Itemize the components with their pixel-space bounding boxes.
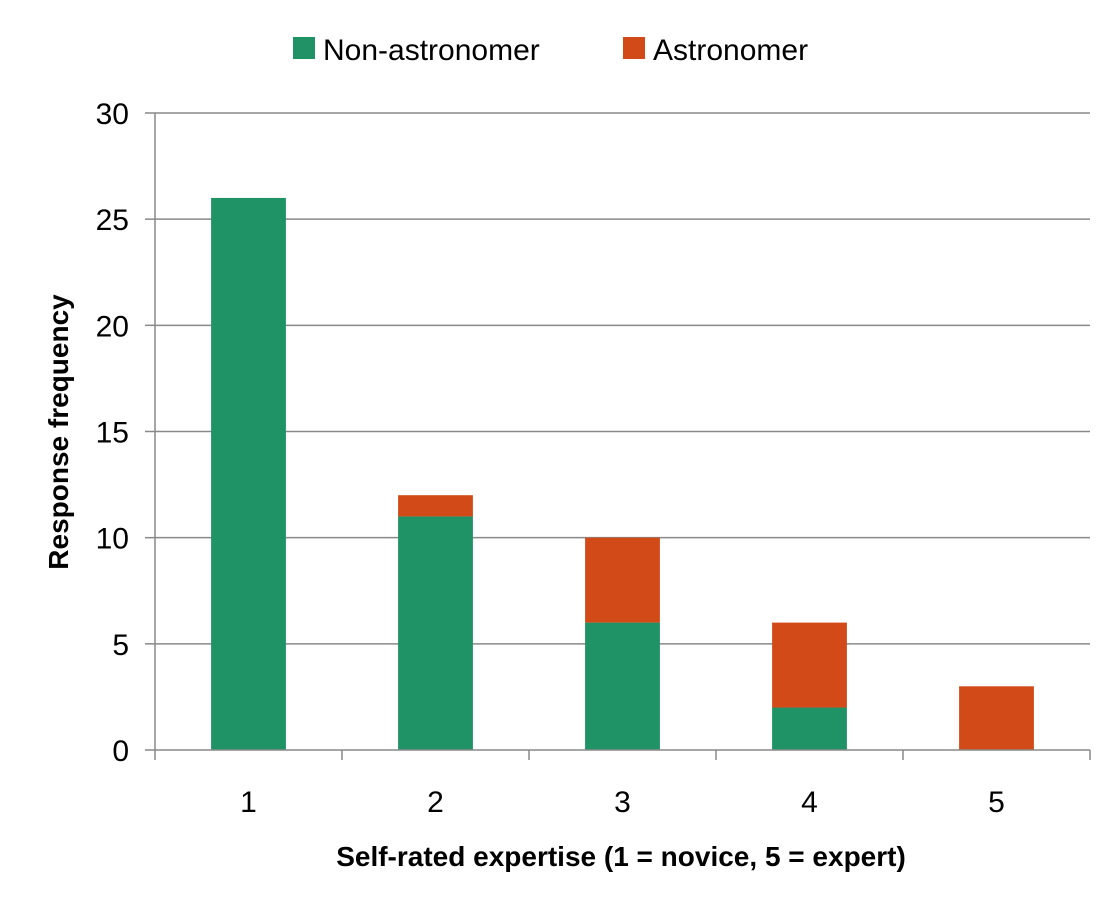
legend-label-astronomer: Astronomer (653, 34, 808, 67)
x-tick-label: 4 (801, 786, 818, 819)
x-axis-ticks (154, 750, 1091, 760)
bar-non-astronomer-3 (585, 622, 660, 750)
x-axis-tick-labels: 1 2 3 4 5 (240, 786, 1005, 819)
bar-astronomer-4 (772, 622, 847, 708)
y-tick-label: 15 (96, 417, 129, 450)
legend: Non-astronomer Astronomer (293, 34, 808, 67)
x-tick-label: 1 (240, 786, 257, 819)
bar-astronomer-2 (398, 495, 473, 517)
y-tick-label: 5 (112, 629, 129, 662)
gridlines (155, 112, 1090, 645)
x-axis-title: Self-rated expertise (1 = novice, 5 = ex… (336, 841, 906, 872)
y-tick-label: 0 (112, 735, 129, 768)
y-axis-title: Response frequency (43, 294, 74, 570)
bars (211, 197, 1034, 750)
legend-label-non-astronomer: Non-astronomer (323, 34, 540, 67)
y-axis-tick-labels: 0 5 10 15 20 25 30 (96, 98, 155, 768)
bar-non-astronomer-1 (211, 197, 286, 750)
y-tick-label: 20 (96, 310, 129, 343)
y-tick-label: 25 (96, 204, 129, 237)
legend-swatch-astronomer (623, 37, 645, 59)
y-tick-label: 30 (96, 98, 129, 131)
bar-non-astronomer-4 (772, 707, 847, 750)
x-tick-label: 3 (614, 786, 631, 819)
legend-swatch-non-astronomer (293, 37, 315, 59)
x-tick-label: 5 (988, 786, 1005, 819)
bar-astronomer-3 (585, 537, 660, 623)
y-tick-label: 10 (96, 523, 129, 556)
bar-astronomer-5 (959, 686, 1034, 750)
bar-non-astronomer-2 (398, 516, 473, 750)
x-tick-label: 2 (427, 786, 444, 819)
